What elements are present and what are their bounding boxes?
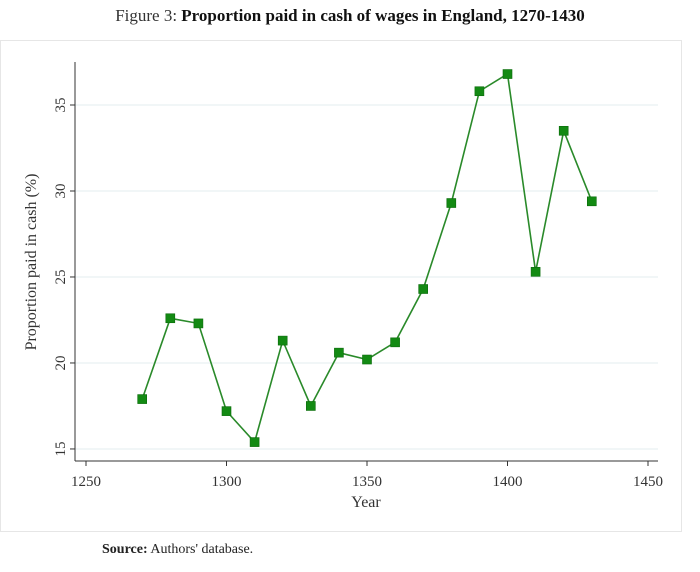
series-line-0 <box>141 72 593 444</box>
figure-caption: Figure 3: Proportion paid in cash of wag… <box>0 6 700 26</box>
x-tick-label-1300: 1300 <box>212 474 242 490</box>
x-tick-label-1250: 1250 <box>71 474 101 490</box>
data-point-1420 <box>558 125 569 136</box>
figure-number: Figure 3: <box>115 6 178 25</box>
x-axis-title: Year <box>351 494 381 511</box>
plot-area-frame <box>0 40 682 532</box>
x-tick-label-1350: 1350 <box>352 474 382 490</box>
data-point-1350 <box>362 354 372 365</box>
data-point-1320 <box>277 335 288 346</box>
x-tick-label-1400: 1400 <box>493 474 523 490</box>
axes <box>74 62 658 462</box>
source-text: Authors' database. <box>150 542 254 557</box>
data-point-1370 <box>418 284 429 294</box>
series-layer <box>137 69 597 447</box>
data-point-1330 <box>305 401 316 411</box>
x-tick-label-1450: 1450 <box>633 474 663 490</box>
y-tick-label-15: 15 <box>53 441 69 456</box>
data-point-1340 <box>334 347 344 358</box>
y-tick-label-35: 35 <box>53 97 69 112</box>
data-point-1300 <box>221 406 232 416</box>
figure-title: Proportion paid in cash of wages in Engl… <box>181 6 585 25</box>
data-point-1390 <box>474 86 485 97</box>
data-point-1310 <box>249 437 260 447</box>
data-point-1270 <box>137 394 147 404</box>
data-point-1430 <box>586 196 597 207</box>
source-label: Source: <box>102 542 148 557</box>
axis-ticks: 15 20 25 30 35 1250 1300 1350 1400 1450 <box>53 97 663 490</box>
y-tick-label-20: 20 <box>53 355 69 370</box>
y-tick-label-25: 25 <box>53 269 69 284</box>
y-axis-title: Proportion paid in cash (%) <box>23 174 40 351</box>
data-point-1380 <box>446 198 457 208</box>
data-point-1400 <box>502 69 513 79</box>
grid-lines <box>75 104 658 450</box>
data-point-1280 <box>165 313 176 324</box>
data-point-1290 <box>193 318 204 329</box>
source-note: Source: Authors' database. <box>102 542 253 558</box>
data-point-1360 <box>390 337 400 348</box>
data-point-1410 <box>530 267 541 277</box>
y-tick-label-30: 30 <box>53 183 69 198</box>
